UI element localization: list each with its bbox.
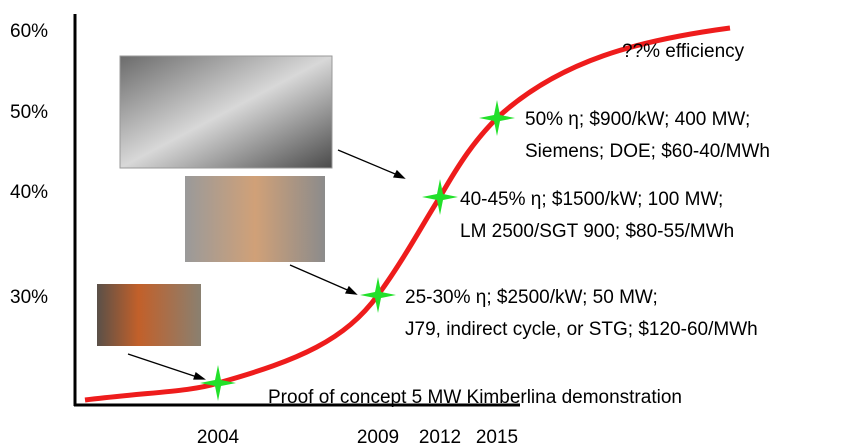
milestone-star [200, 365, 236, 401]
x-label: 2004 [197, 427, 240, 448]
x-label: 2015 [476, 427, 518, 448]
milestone-text: LM 2500/SGT 900; $80-55/MWh [460, 221, 734, 242]
milestone-text: Proof of concept 5 MW Kimberlina demonst… [268, 387, 682, 408]
milestone-text: J79, indirect cycle, or STG; $120-60/MWh [405, 319, 758, 340]
milestone-text: Siemens; DOE; $60-40/MWh [525, 141, 770, 162]
turbine-image [119, 55, 333, 169]
y-label: 60% [10, 21, 48, 42]
milestone-text: 25-30% η; $2500/kW; 50 MW; [405, 287, 658, 308]
milestone-text: 40-45% η; $1500/kW; 100 MW; [460, 189, 723, 210]
y-label: 40% [10, 182, 48, 203]
milestone-star [360, 277, 396, 313]
plant-image [97, 284, 201, 346]
milestone-star [479, 100, 515, 136]
engine-image [185, 176, 325, 262]
x-label: 2009 [357, 427, 399, 448]
milestone-text: 50% η; $900/kW; 400 MW; [525, 109, 750, 130]
annotation: ??% efficiency [622, 41, 745, 62]
x-label: 2012 [419, 427, 461, 448]
arrows [127, 149, 406, 380]
y-label: 50% [10, 102, 48, 123]
milestone-star [422, 179, 458, 215]
y-label: 30% [10, 287, 48, 308]
